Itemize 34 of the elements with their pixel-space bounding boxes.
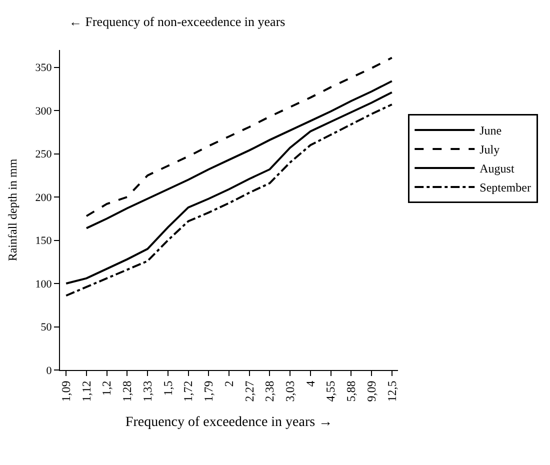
legend-label: September [480, 180, 531, 195]
y-tick-label: 300 [35, 105, 52, 118]
x-tick-label: 1,28 [120, 380, 134, 402]
y-tick-label: 200 [35, 192, 52, 204]
x-tick-label: 1,79 [202, 380, 216, 402]
x-tick-label: 12,5 [384, 380, 399, 402]
x-tick-label: 1,2 [100, 380, 114, 396]
x-tick-label: 9,09 [364, 380, 378, 402]
x-tick-label: 5,88 [344, 380, 358, 402]
line-series [85, 80, 393, 230]
x-tick-label: 3,03 [282, 380, 297, 402]
y-axis-title: Rainfall depth in mm [6, 158, 20, 262]
legend-label: August [480, 162, 515, 176]
x-tick-label: 1,5 [160, 380, 175, 396]
x-tick-label: 1,09 [59, 380, 74, 402]
x-tick-label: 2 [222, 380, 236, 387]
y-tick-label: 250 [35, 148, 52, 161]
y-tick-label: 0 [46, 364, 52, 377]
y-tick-label: 150 [35, 235, 52, 248]
x-tick-label: 4,55 [324, 380, 338, 402]
x-tick-label: 2,38 [262, 380, 277, 402]
y-tick-label: 350 [35, 62, 52, 74]
x-tick-label: 4 [303, 380, 318, 387]
x-tick-label: 1,12 [79, 380, 94, 402]
y-tick-label: 50 [40, 322, 52, 334]
legend-label: July [480, 142, 500, 157]
x-tick-label: 1,33 [140, 380, 154, 402]
x-tick-label: 2,27 [242, 380, 256, 402]
legend-label: June [480, 124, 502, 138]
line-series [85, 56, 393, 218]
x-tick-label: 1,72 [181, 380, 196, 402]
y-tick-label: 100 [35, 278, 52, 290]
x-axis-title: Frequency of exceedence in years → [125, 415, 333, 430]
text: ← Frequency of non-exceedence in years [69, 14, 286, 29]
